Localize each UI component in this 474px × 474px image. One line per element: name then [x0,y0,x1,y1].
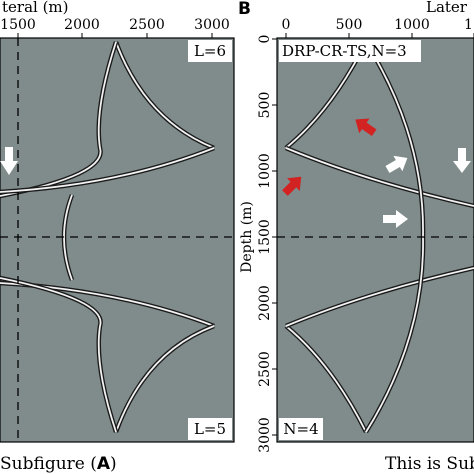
panel-a-x-tick-label: 3000 [194,17,230,33]
panel-b-red-arrow-lower [282,176,302,196]
panel-b: B Later 0 500 1000 15 0 500 1000 1500 [238,0,474,474]
panel-b-y-tick-label: 1000 [257,153,273,189]
panel-b-y-axis-label: Depth (m) [239,201,255,273]
panel-a-plot-area [0,37,235,443]
panel-a-top-label: L=6 [194,42,226,60]
panel-a: teral (m) 1500 2000 2500 3000 L=6 L=5 Su… [0,0,235,474]
panel-b-y-tick-label: 2000 [257,285,273,321]
panel-b-caption: This is Sub [385,454,474,474]
panel-b-title-box [279,40,421,62]
white-arrow-icon [385,155,408,173]
panel-b-bottom-label: N=4 [283,420,318,438]
panel-b-bottom-label-box [279,418,323,440]
wavefront [0,41,117,197]
panel-b-x-tick-label: 1000 [394,17,430,33]
panel-a-caption-prefix: Subfigure ( [0,454,97,474]
panel-b-plot-area [276,37,474,443]
panel-b-white-arrow-down [453,148,471,173]
panel-b-x-tick-label: 15 [464,17,474,33]
wavefront [285,147,474,207]
panel-b-y-tick-label: 0 [257,35,273,44]
panel-a-bottom-label-box [188,418,232,440]
wavefront [0,147,215,193]
panel-b-y-ticks: 0 500 1000 1500 2000 2500 3000 [257,35,277,453]
panel-b-axis-title: Later [426,0,468,16]
panel-b-letter: B [238,0,251,19]
panel-b-white-arrow-right [383,210,408,228]
panel-a-caption-suffix: ) [110,454,117,474]
red-arrow-icon [282,176,302,196]
panel-a-x-tick-label: 1500 [0,17,36,33]
wavefront [285,325,367,433]
panel-a-top-label-box [188,40,232,62]
panel-a-x-tick-label: 2000 [64,17,100,33]
panel-a-white-arrow [0,147,18,175]
panel-a-caption: Subfigure (A) [0,454,117,474]
white-arrow-icon [383,210,408,228]
panel-b-title-label: DRP-CR-TS,N=3 [282,42,407,60]
panel-a-caption-letter: A [97,454,111,474]
panel-a-bottom-label: L=5 [194,420,226,438]
wavefront [285,267,474,327]
panel-b-y-tick-label: 3000 [257,417,273,453]
panel-a-axis-title: teral (m) [2,0,69,16]
white-arrow-icon [453,148,471,173]
panel-b-y-tick-label: 500 [257,92,273,119]
panel-b-y-tick-label: 1500 [257,219,273,255]
panel-b-x-tick-label: 0 [282,17,291,33]
panel-b-y-tick-label: 2500 [257,351,273,387]
panel-b-white-arrow-diagonal [385,155,408,173]
wavefront [115,325,215,433]
wavefront [115,41,215,149]
red-arrow-icon [355,118,377,137]
panel-a-x-tick-label: 2500 [129,17,165,33]
wavefront [0,277,117,433]
panel-b-x-tick-label: 500 [336,17,363,33]
panel-a-x-ticks: 1500 2000 2500 3000 [0,17,230,38]
panel-b-x-ticks: 0 500 1000 15 [282,17,474,38]
panel-b-red-arrow-upper [355,118,377,137]
